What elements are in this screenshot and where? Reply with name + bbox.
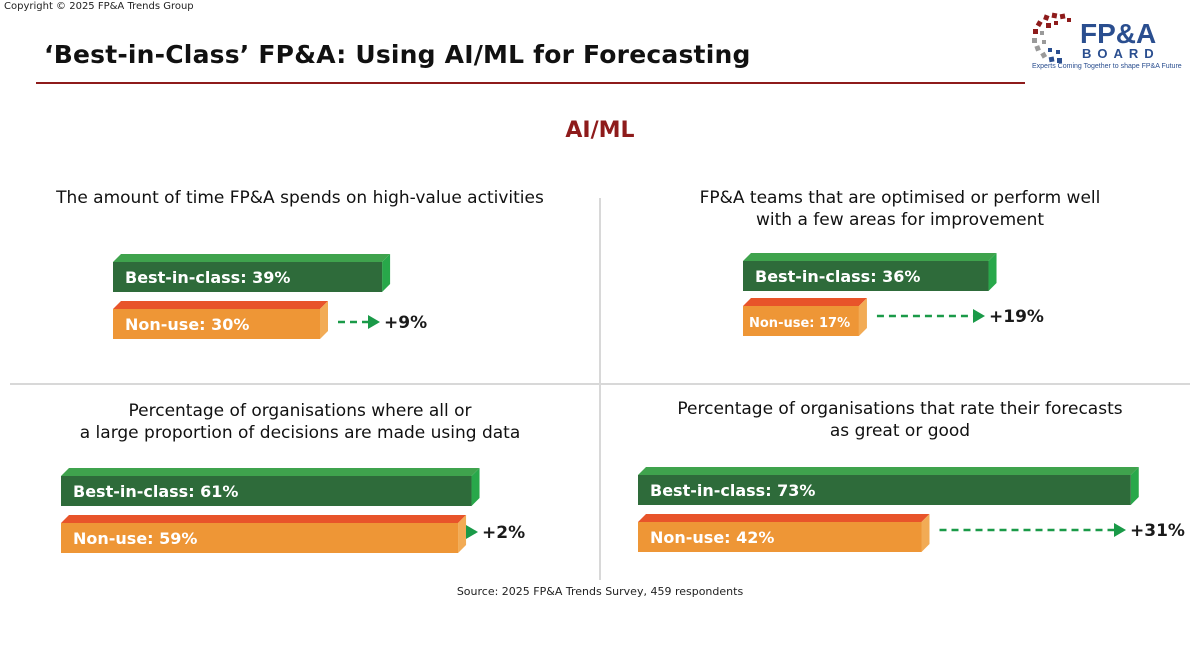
panel-2-non-use-bar-top (743, 298, 867, 306)
page-title: ‘Best-in-Class’ FP&A: Using AI/ML for Fo… (44, 40, 751, 69)
panel-2-difference-label: +19% (989, 307, 1044, 327)
panel-3-non-use-bar (61, 523, 459, 553)
fpa-board-logo: FP&A BOARD Experts Coming Together to sh… (1030, 10, 1190, 72)
panel-3-best-in-class-bar (61, 476, 472, 506)
panel-3-difference-label: +2% (482, 523, 525, 543)
panel-2-arrow-head-icon (973, 309, 985, 323)
panel-4-non-use-bar (638, 522, 922, 552)
panel-1-difference-label: +9% (384, 313, 427, 333)
panel-1-best-in-class-label: Best-in-class: 39% (125, 268, 290, 287)
panel-1-title: The amount of time FP&A spends on high-v… (10, 187, 590, 209)
panel-3-best-in-class-bar-top (61, 468, 480, 476)
horizontal-divider (10, 383, 1190, 385)
logo-wordmark: FP&A (1080, 18, 1157, 49)
panel-1-best-in-class-bar-side (382, 254, 391, 292)
panel-4-best-in-class-bar (638, 475, 1131, 505)
source-note: Source: 2025 FP&A Trends Survey, 459 res… (456, 585, 744, 598)
panel-3-best-in-class-label: Best-in-class: 61% (73, 482, 238, 501)
globe-logo-icon (1032, 12, 1071, 63)
panel-3-non-use-bar-side (458, 515, 467, 553)
panel-2-best-in-class-bar-top (743, 253, 997, 261)
copyright-notice: Copyright © 2025 FP&A Trends Group (4, 1, 194, 12)
panel-4-difference-label: +31% (1130, 521, 1185, 541)
panel-3-title-line-1: Percentage of organisations where all or (128, 401, 472, 421)
panel-1-best-in-class-bar-top (113, 254, 391, 262)
panel-3-arrow-head-icon (466, 525, 478, 539)
panel-4-non-use-label: Non-use: 42% (650, 528, 774, 547)
panel-4-title-line-2: as great or good (829, 421, 971, 441)
panel-4-title-line-1: Percentage of organisations that rate th… (677, 399, 1123, 419)
panel-3-title: Percentage of organisations where all or… (10, 400, 590, 444)
logo-tagline: Experts Coming Together to shape FP&A Fu… (1032, 63, 1182, 70)
panel-4-best-in-class-bar-side (1130, 467, 1139, 505)
panel-1-non-use-bar-side (320, 301, 328, 339)
logo-subword: BOARD (1082, 46, 1160, 61)
panel-2-best-in-class-label: Best-in-class: 36% (755, 267, 920, 286)
panel-4-title: Percentage of organisations that rate th… (610, 398, 1190, 442)
panel-2-title-line-1: FP&A teams that are optimised or perform… (699, 188, 1101, 208)
panel-1-non-use-label: Non-use: 30% (125, 315, 249, 334)
panel-3-non-use-bar-top (61, 515, 467, 523)
panel-4-non-use-bar-side (921, 514, 930, 552)
vertical-divider (599, 198, 601, 580)
panel-4-best-in-class-bar-top (638, 467, 1139, 475)
title-underline (36, 82, 1025, 84)
panel-4-best-in-class-label: Best-in-class: 73% (650, 481, 815, 500)
panel-2-title-line-2: with a few areas for improvement (755, 210, 1045, 230)
panel-1-non-use-bar (113, 309, 320, 339)
panel-2-best-in-class-bar-side (988, 253, 997, 291)
panel-2-title: FP&A teams that are optimised or perform… (610, 187, 1190, 231)
panel-2-non-use-bar-side (858, 298, 867, 336)
panel-1-best-in-class-bar (113, 262, 383, 292)
panel-3-title-line-2: a large proportion of decisions are made… (79, 423, 521, 443)
panel-1-title-line-1: The amount of time FP&A spends on high-v… (56, 188, 544, 208)
panel-2-non-use-bar (743, 306, 859, 336)
section-heading: AI/ML (565, 118, 635, 143)
panel-2-non-use-label: Non-use: 17% (749, 316, 850, 331)
panel-2-best-in-class-bar (743, 261, 989, 291)
panel-4-arrow-head-icon (1114, 523, 1126, 537)
panel-1-non-use-bar-top (113, 301, 328, 309)
panel-4-non-use-bar-top (638, 514, 930, 522)
panel-3-non-use-label: Non-use: 59% (73, 529, 197, 548)
panel-3-best-in-class-bar-side (471, 468, 480, 506)
panel-1-arrow-head-icon (368, 315, 380, 329)
